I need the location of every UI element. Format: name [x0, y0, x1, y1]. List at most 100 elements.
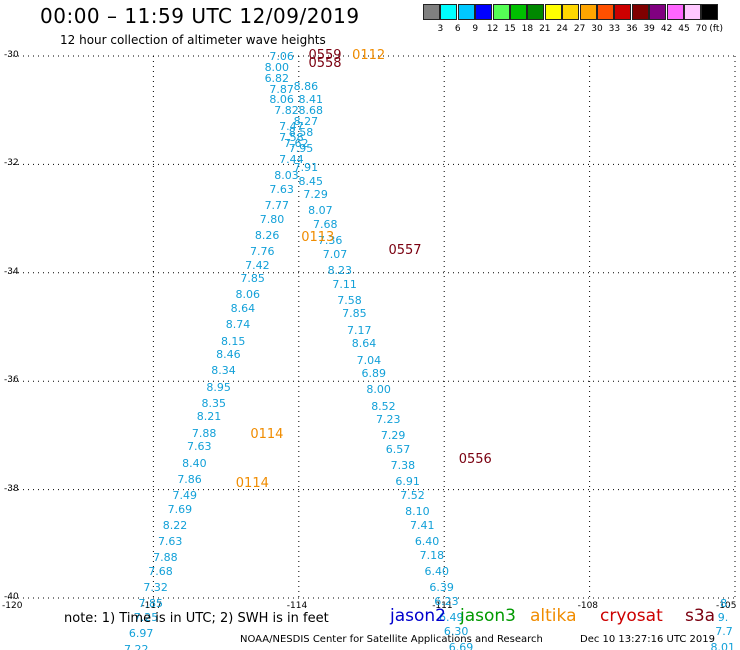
latitude-tick-label: -40: [4, 592, 19, 602]
legend-label: 30: [591, 24, 603, 34]
swh-value-label: 8.27: [293, 115, 319, 129]
longitude-tick-label: -105: [716, 601, 737, 611]
swh-value-label: 7.68: [148, 564, 173, 578]
latitude-tick-label: -34: [4, 266, 19, 277]
legend-swatch: [666, 4, 684, 20]
swh-value-label: 6.23: [434, 594, 459, 608]
swh-value-label: 8.06: [235, 288, 260, 302]
legend-swatch: [631, 4, 649, 20]
swh-value-label: 7.91: [293, 161, 319, 175]
swh-value-label: 6.97: [128, 627, 154, 641]
swh-value-label: 7.47: [279, 120, 304, 134]
swh-value-label: 6.40: [424, 564, 450, 578]
legend-swatch: [614, 4, 632, 20]
swh-value-label: 7.52: [400, 489, 425, 503]
satellite-label-s3a: s3a: [685, 606, 716, 626]
longitude-tick-label: -117: [141, 601, 162, 611]
swh-value-label: 8.35: [201, 396, 227, 410]
swh-value-label: 7.06: [269, 50, 294, 63]
swh-value-label: 7.87: [269, 82, 294, 96]
legend-swatch: [579, 4, 597, 20]
swh-value-label: 8.41: [298, 93, 323, 107]
legend-swatch: [684, 4, 701, 20]
legend-label: 27: [573, 24, 586, 34]
legend-swatch: [457, 4, 475, 20]
longitude-tick-label: -120: [2, 601, 23, 611]
legend-swatch: [475, 4, 493, 20]
swh-value-label: 7.29: [380, 429, 406, 443]
swh-value-label: 8.46: [216, 348, 241, 362]
swh-value-label: 7.85: [138, 597, 164, 611]
swh-value-label: 8.95: [206, 380, 231, 394]
legend-label: 6: [454, 24, 461, 34]
swh-value-label: 7.32: [143, 581, 168, 595]
pass-time-label: 0557: [388, 243, 422, 259]
legend-swatch: [440, 4, 458, 20]
swh-value-label: 7.88: [191, 426, 217, 440]
longitude-tick-label: -114: [286, 601, 308, 611]
satellite-label-jason3: jason3: [460, 606, 516, 626]
legend-unit: (ft): [709, 24, 723, 34]
swh-value-label: 6.69: [448, 640, 474, 650]
swh-value-label: 8.64: [230, 302, 256, 316]
legend-swatch: [510, 4, 527, 20]
legend-swatch: [527, 4, 545, 20]
legend-swatch: [562, 4, 580, 20]
swh-value-label: 8.07: [308, 204, 333, 218]
swh-value-label: 8.52: [371, 399, 396, 413]
legend-label: 12: [486, 24, 499, 34]
swh-value-label: 7.7: [715, 624, 733, 638]
swh-value-label: 7.07: [322, 247, 348, 261]
legend-label: 45: [678, 24, 690, 34]
legend-swatch: [544, 4, 562, 20]
pass-time-label: 0558: [308, 56, 342, 72]
satellite-label-altika: altika: [530, 606, 577, 626]
legend-label: 70: [695, 24, 708, 34]
swh-value-label: 8.21: [196, 410, 222, 424]
swh-value-label: 8.00: [366, 383, 391, 397]
swh-value-label: 8.45: [298, 174, 323, 188]
swh-value-label: 8.64: [351, 337, 377, 351]
swh-value-label: 6.49: [439, 610, 464, 624]
legend-label: 33: [608, 24, 621, 34]
swh-value-label: 8.00: [264, 60, 290, 74]
swh-value-label: 8.34: [211, 364, 236, 378]
swh-value-label: 7.49: [172, 489, 197, 503]
swh-value-label: 7.36: [317, 234, 343, 248]
legend-label: 21: [539, 24, 551, 34]
pass-time-label: 0114: [235, 476, 269, 492]
swh-value-label: 7.58: [279, 131, 304, 145]
swh-value-label: 7.17: [346, 323, 372, 337]
legend-label: 36: [626, 24, 638, 34]
page-title: 00:00 – 11:59 UTC 12/09/2019: [40, 4, 360, 28]
swh-value-label: 8.58: [288, 125, 314, 139]
legend-label: 15: [504, 24, 516, 34]
latitude-tick-label: -38: [4, 483, 19, 494]
swh-value-label: 7.22: [124, 643, 149, 650]
legend-label: 18: [521, 24, 534, 34]
swh-value-label: 8.40: [182, 456, 207, 470]
latitude-tick-label: -36: [4, 375, 19, 386]
swh-value-label: 7.80: [259, 212, 285, 226]
swh-value-label: 6.39: [429, 581, 454, 595]
swh-value-label: 7.63: [157, 535, 183, 549]
swh-value-label: 8.68: [298, 104, 323, 118]
legend-label: 39: [643, 24, 655, 34]
satellite-label-jason2: jason2: [390, 606, 446, 626]
swh-value-label: 7.85: [240, 272, 265, 286]
swh-value-label: 7.29: [303, 188, 328, 202]
swh-value-label: 7.25: [133, 610, 159, 624]
legend-swatch: [492, 4, 510, 20]
credit-line: NOAA/NESDIS Center for Satellite Applica…: [240, 634, 543, 645]
swh-value-label: 7.58: [337, 293, 362, 307]
swh-value-label: 7.63: [269, 182, 294, 196]
swh-value-label: 7.69: [167, 502, 193, 516]
swh-value-label: 7.82: [274, 104, 299, 118]
swh-value-label: 8.06: [269, 93, 294, 107]
swh-value-label: 8.10: [405, 505, 430, 519]
legend-label: 24: [556, 24, 568, 34]
swh-value-label: 6.91: [395, 475, 420, 489]
swh-value-label: 7.88: [153, 551, 178, 565]
